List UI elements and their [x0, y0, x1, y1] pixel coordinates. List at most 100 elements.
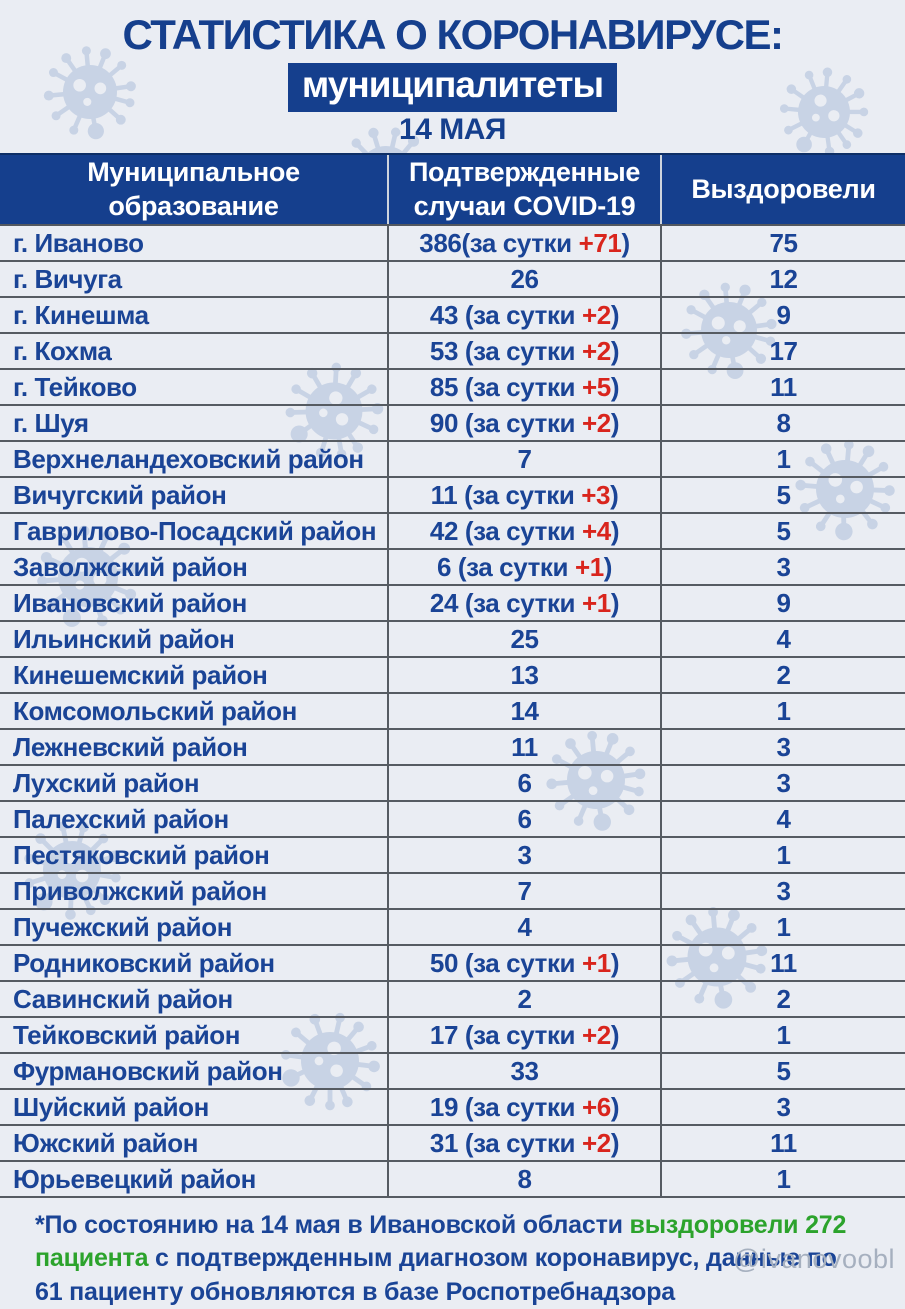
confirmed-cases-cell: 8 [387, 1162, 660, 1197]
table-row: Юрьевецкий район 8 1 [0, 1162, 905, 1199]
cases-daily-increase: +2 [581, 1019, 611, 1050]
footnote-segment-green: выздоровели 272 пациента [35, 1211, 847, 1273]
recovered-cell: 5 [660, 1054, 905, 1089]
cases-daily-increase: +1 [574, 551, 604, 582]
cases-total: 11 [511, 731, 538, 762]
municipality-name: Лухский район [13, 767, 200, 798]
cases-total: 7 [517, 443, 532, 474]
table-body: г. Иваново 386(за сутки +71) 75 г. Вичуга 26… [0, 226, 905, 1199]
recovered-cell: 1 [660, 694, 905, 729]
municipality-name: Тейковский район [13, 1019, 241, 1050]
confirmed-cases-cell: 24 (за сутки +1) [387, 586, 660, 621]
municipality-name: г. Кохма [13, 335, 112, 366]
municipality-name: Южский район [13, 1127, 198, 1158]
column-header-recovered: Выздоровели [660, 155, 905, 225]
municipality-name: Ивановский район [13, 587, 247, 618]
recovered-cell: 11 [660, 370, 905, 405]
footnote-segment-blue: с подтвержденным диагнозом коронавирус, … [35, 1244, 837, 1306]
recovered-cell: 1 [660, 442, 905, 477]
table-row: Лухский район 6 3 [0, 766, 905, 803]
confirmed-cases-cell: 11 (за сутки +3) [387, 478, 660, 513]
confirmed-cases-cell: 17 (за сутки +2) [387, 1018, 660, 1053]
cases-total: 19 (за сутки [429, 1091, 582, 1122]
municipality-name: Юрьевецкий район [13, 1163, 256, 1194]
municipality-name: Гаврилово-Посадский район [13, 515, 377, 546]
recovered-cell: 1 [660, 910, 905, 945]
confirmed-cases-cell: 11 [387, 730, 660, 765]
subtitle-badge-row: муниципалитеты [0, 63, 905, 113]
confirmed-cases-cell: 50 (за сутки +1) [387, 946, 660, 981]
cases-total: 90 (за сутки [429, 407, 582, 438]
table-row: Пучежский район 4 1 [0, 910, 905, 947]
author-watermark: @ivanovoobl [732, 1244, 895, 1274]
cases-close-paren: ) [610, 407, 620, 438]
recovered-cell: 4 [660, 802, 905, 837]
table-row: Ивановский район 24 (за сутки +1) 9 [0, 586, 905, 623]
cases-total: 24 (за сутки [429, 587, 582, 618]
recovered-cell: 1 [660, 1018, 905, 1053]
statistics-table: Муниципальное образование Подтвержденные… [0, 153, 905, 1199]
cases-total: 42 (за сутки [429, 515, 582, 546]
municipality-name: Пестяковский район [13, 839, 270, 870]
recovered-cell: 12 [660, 262, 905, 297]
recovered-cell: 2 [660, 658, 905, 693]
cases-daily-increase: +2 [581, 407, 611, 438]
cases-total: 6 [517, 803, 532, 834]
cases-close-paren: ) [610, 947, 620, 978]
recovered-cell: 17 [660, 334, 905, 369]
municipality-name: Родниковский район [13, 947, 275, 978]
table-row: Фурмановский район 33 5 [0, 1054, 905, 1091]
table-row: Комсомольский район 14 1 [0, 694, 905, 731]
municipality-name: Комсомольский район [13, 695, 297, 726]
cases-close-paren: ) [610, 587, 620, 618]
table-row: Родниковский район 50 (за сутки +1) 11 [0, 946, 905, 983]
cases-total: 386(за сутки [419, 227, 579, 258]
cases-daily-increase: +2 [581, 299, 611, 330]
cases-daily-increase: +1 [581, 587, 611, 618]
confirmed-cases-cell: 13 [387, 658, 660, 693]
municipality-name: Шуйский район [13, 1091, 209, 1122]
municipality-name: г. Иваново [13, 227, 144, 258]
cases-close-paren: ) [610, 299, 620, 330]
cases-total: 3 [517, 839, 532, 870]
confirmed-cases-cell: 2 [387, 982, 660, 1017]
recovered-cell: 4 [660, 622, 905, 657]
confirmed-cases-cell: 3 [387, 838, 660, 873]
table-row: Гаврилово-Посадский район 42 (за сутки +4… [0, 514, 905, 551]
confirmed-cases-cell: 6 [387, 802, 660, 837]
recovered-cell: 2 [660, 982, 905, 1017]
table-row: г. Кинешма 43 (за сутки +2) 9 [0, 298, 905, 335]
table-row: Верхнеландеховский район 7 1 [0, 442, 905, 479]
municipality-name: г. Тейково [13, 371, 137, 402]
municipality-name: Фурмановский район [13, 1055, 283, 1086]
municipality-name: Палехский район [13, 803, 229, 834]
table-row: Кинешемский район 13 2 [0, 658, 905, 695]
table-row: г. Вичуга 26 12 [0, 262, 905, 299]
table-header-row: Муниципальное образование Подтвержденные… [0, 153, 905, 227]
recovered-cell: 11 [660, 1126, 905, 1161]
cases-total: 8 [517, 1163, 532, 1194]
municipality-name: Савинский район [13, 983, 233, 1014]
confirmed-cases-cell: 4 [387, 910, 660, 945]
confirmed-cases-cell: 85 (за сутки +5) [387, 370, 660, 405]
cases-total: 2 [517, 983, 532, 1014]
recovered-cell: 11 [660, 946, 905, 981]
cases-total: 26 [510, 263, 539, 294]
cases-total: 50 (за сутки [429, 947, 582, 978]
table-row: Лежневский район 11 3 [0, 730, 905, 767]
cases-daily-increase: +6 [581, 1091, 611, 1122]
recovered-cell: 9 [660, 298, 905, 333]
cases-total: 43 (за сутки [429, 299, 582, 330]
recovered-cell: 1 [660, 1162, 905, 1197]
municipality-name: Пучежский район [13, 911, 233, 942]
cases-total: 85 (за сутки [429, 371, 582, 402]
confirmed-cases-cell: 43 (за сутки +2) [387, 298, 660, 333]
cases-close-paren: ) [603, 551, 613, 582]
cases-total: 25 [510, 623, 539, 654]
recovered-cell: 3 [660, 766, 905, 801]
confirmed-cases-cell: 19 (за сутки +6) [387, 1090, 660, 1125]
cases-close-paren: ) [610, 1019, 620, 1050]
confirmed-cases-cell: 6 [387, 766, 660, 801]
municipality-name: Заволжский район [13, 551, 248, 582]
